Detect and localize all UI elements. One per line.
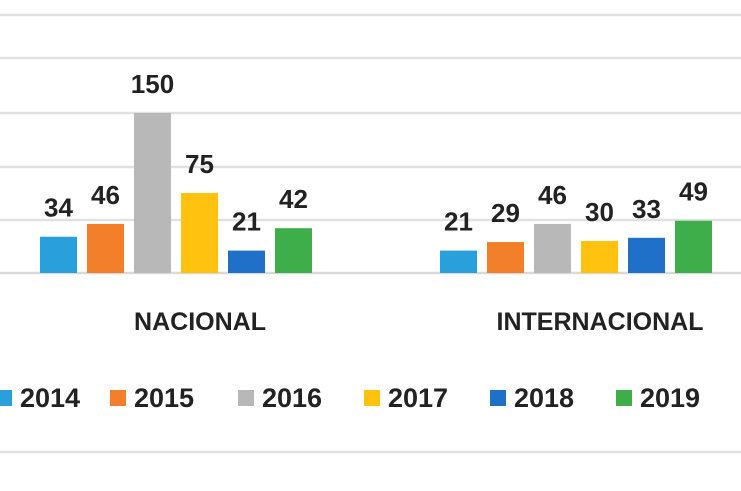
legend-swatch-2014 bbox=[0, 390, 12, 406]
data-label-nacional-2019: 42 bbox=[279, 184, 308, 214]
category-label-internacional: INTERNACIONAL bbox=[497, 308, 704, 336]
legend-swatch-2018 bbox=[490, 390, 506, 406]
legend-item-2016: 2016 bbox=[238, 378, 322, 418]
legend-swatch-2015 bbox=[110, 390, 126, 406]
bar-internacional-2015 bbox=[487, 242, 524, 273]
bar-nacional-2015 bbox=[87, 223, 124, 273]
data-label-internacional-2015: 29 bbox=[491, 198, 520, 228]
bar-internacional-2014 bbox=[440, 250, 477, 273]
bar-internacional-2018 bbox=[628, 237, 665, 273]
category-label-nacional: NACIONAL bbox=[134, 308, 266, 336]
data-label-nacional-2018: 21 bbox=[232, 207, 261, 237]
legend-label-2014: 2014 bbox=[20, 383, 81, 413]
data-label-internacional-2017: 30 bbox=[585, 197, 614, 227]
data-label-nacional-2014: 34 bbox=[44, 193, 73, 223]
data-label-internacional-2019: 49 bbox=[679, 177, 708, 207]
data-label-internacional-2018: 33 bbox=[632, 194, 661, 224]
legend-swatch-2016 bbox=[238, 390, 254, 406]
bar-nacional-2018 bbox=[228, 250, 265, 273]
bar-nacional-2014 bbox=[40, 236, 77, 273]
legend-item-2019: 2019 bbox=[616, 378, 700, 418]
legend-label-2015: 2015 bbox=[134, 383, 195, 413]
bar-internacional-2017 bbox=[581, 241, 618, 273]
bar-internacional-2016 bbox=[534, 223, 571, 273]
data-label-nacional-2017: 75 bbox=[185, 149, 214, 179]
legend-label-2017: 2017 bbox=[388, 383, 449, 413]
data-label-nacional-2016: 150 bbox=[131, 69, 174, 99]
bar-internacional-2019 bbox=[675, 220, 712, 273]
bar-nacional-2017 bbox=[181, 193, 218, 273]
legend-label-2019: 2019 bbox=[640, 383, 701, 413]
data-label-nacional-2015: 46 bbox=[91, 180, 120, 210]
legend-label-2018: 2018 bbox=[514, 383, 575, 413]
legend-item-2014: 2014 bbox=[0, 378, 80, 418]
legend-swatch-2017 bbox=[364, 390, 380, 406]
legend-swatch-2019 bbox=[616, 390, 632, 406]
data-label-internacional-2016: 46 bbox=[538, 180, 567, 210]
bar-nacional-2016 bbox=[134, 113, 171, 273]
data-label-internacional-2014: 21 bbox=[444, 207, 473, 237]
legend-item-2018: 2018 bbox=[490, 378, 574, 418]
chart-legend: 2014 2015 2016 2017 2018 2019 bbox=[0, 378, 741, 418]
legend-item-2015: 2015 bbox=[110, 378, 194, 418]
bar-nacional-2019 bbox=[275, 228, 312, 273]
legend-label-2016: 2016 bbox=[262, 383, 323, 413]
legend-item-2017: 2017 bbox=[364, 378, 448, 418]
